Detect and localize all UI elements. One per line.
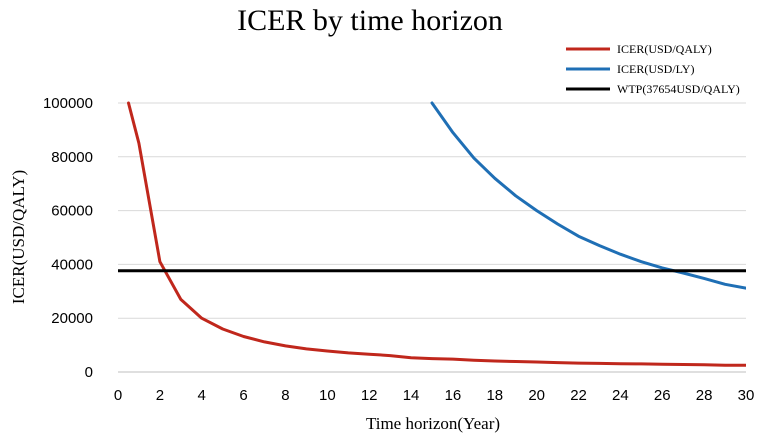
x-tick-label: 0: [114, 387, 122, 404]
x-tick-label: 28: [696, 387, 713, 404]
x-tick-label: 12: [361, 387, 378, 404]
y-tick-label: 40000: [51, 256, 93, 273]
x-tick-label: 18: [486, 387, 503, 404]
x-tick-label: 24: [612, 387, 629, 404]
legend: ICER(USD/QALY) ICER(USD/LY) WTP(37654USD/Q…: [566, 42, 740, 96]
x-tick-label: 14: [403, 387, 420, 404]
x-tick-label: 30: [738, 387, 755, 404]
y-axis-label: ICER(USD/QALY): [9, 170, 28, 304]
x-tick-label: 22: [570, 387, 587, 404]
chart-title: ICER by time horizon: [237, 4, 503, 37]
gridlines: [118, 102, 746, 373]
x-tick-label: 4: [198, 387, 206, 404]
series-line-0: [127, 101, 746, 367]
x-tick-label: 6: [239, 387, 247, 404]
x-tick-label: 8: [281, 387, 289, 404]
y-tick-label: 100000: [43, 95, 93, 112]
x-tick-label: 26: [654, 387, 671, 404]
x-axis-label: Time horizon(Year): [366, 414, 500, 433]
y-tick-label: 80000: [51, 149, 93, 166]
x-tick-label: 10: [319, 387, 336, 404]
legend-entry-2: WTP(37654USD/QALY): [617, 82, 740, 96]
y-tick-label: 0: [85, 364, 93, 381]
y-tick-label: 60000: [51, 203, 93, 220]
legend-entry-0: ICER(USD/QALY): [617, 42, 712, 56]
series-line-1: [430, 101, 746, 290]
series-lines: [118, 101, 746, 367]
y-tick-label: 20000: [51, 310, 93, 327]
x-tick-label: 16: [445, 387, 462, 404]
legend-entry-1: ICER(USD/LY): [617, 62, 694, 76]
x-tick-label: 20: [528, 387, 545, 404]
x-tick-label: 2: [156, 387, 164, 404]
